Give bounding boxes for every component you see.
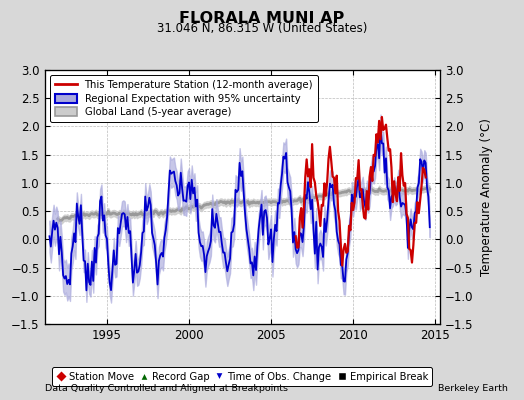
Legend: Station Move, Record Gap, Time of Obs. Change, Empirical Break: Station Move, Record Gap, Time of Obs. C… (52, 367, 432, 386)
Text: Berkeley Earth: Berkeley Earth (439, 384, 508, 393)
Text: 31.046 N, 86.315 W (United States): 31.046 N, 86.315 W (United States) (157, 22, 367, 35)
Text: FLORALA MUNI AP: FLORALA MUNI AP (179, 11, 345, 26)
Y-axis label: Temperature Anomaly (°C): Temperature Anomaly (°C) (481, 118, 494, 276)
Text: Data Quality Controlled and Aligned at Breakpoints: Data Quality Controlled and Aligned at B… (45, 384, 288, 393)
